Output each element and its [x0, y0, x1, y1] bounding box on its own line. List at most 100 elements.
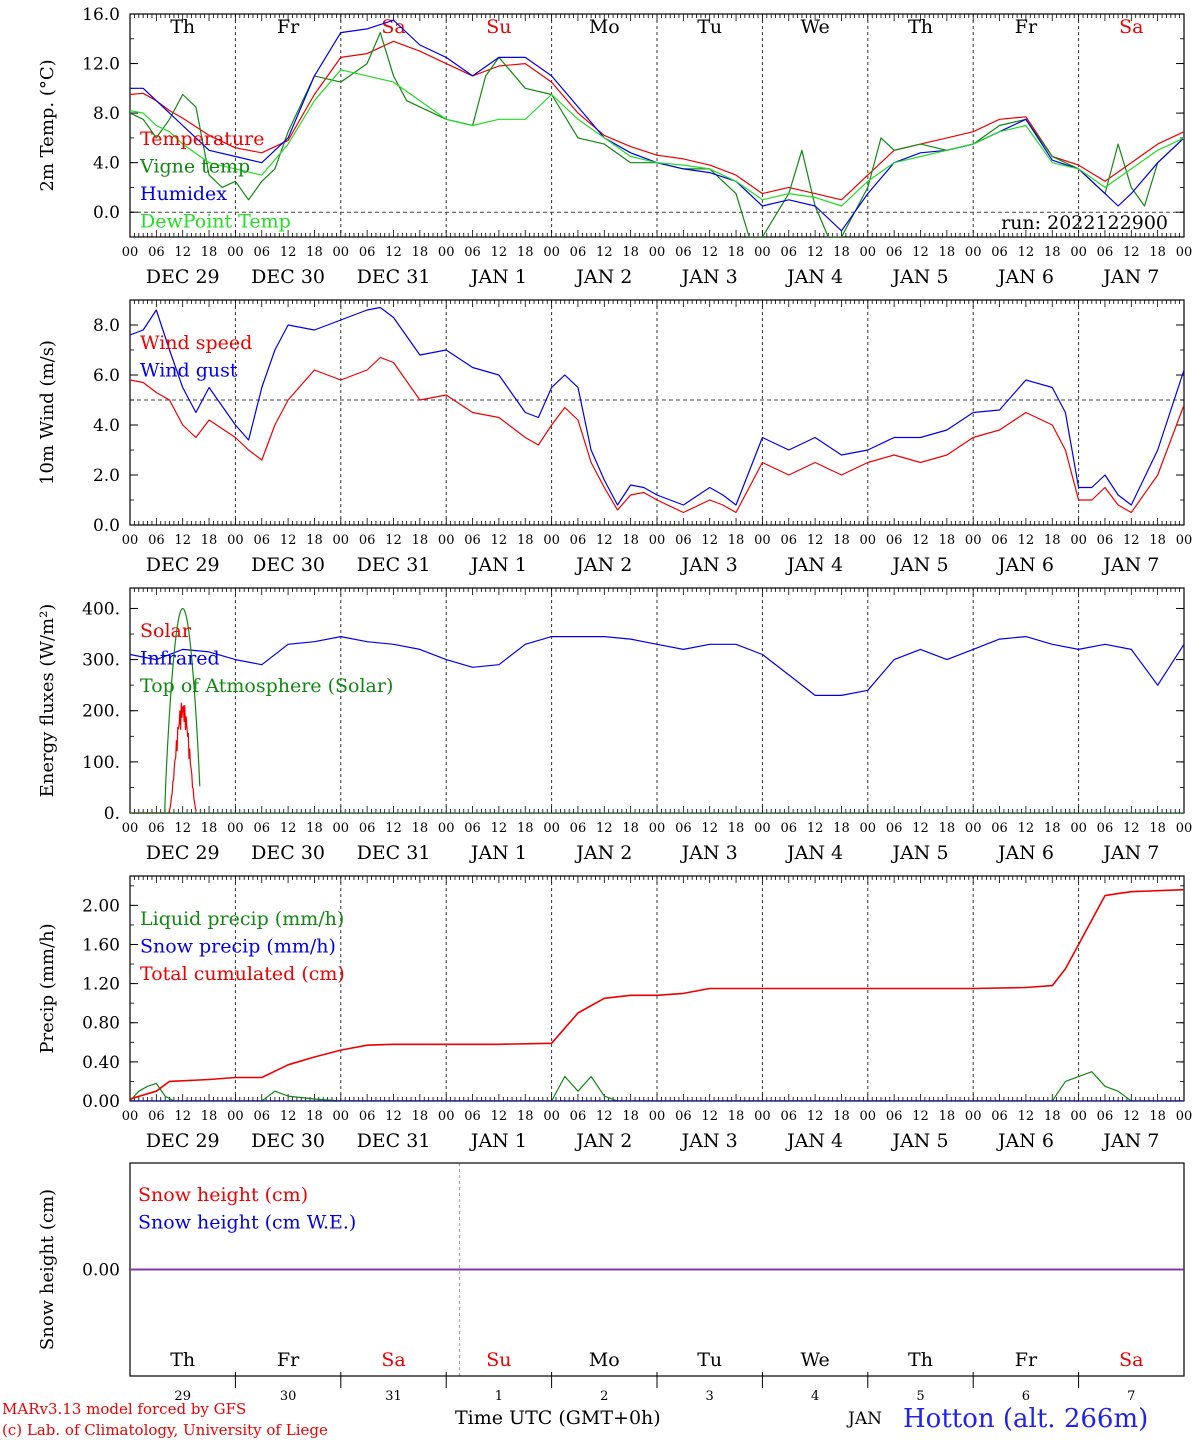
hour-tick-label: 12 — [1018, 245, 1035, 260]
hour-tick-label: 00 — [860, 533, 877, 548]
date-label: DEC 29 — [146, 554, 220, 576]
panel-4: 2.00 1.60 1.20 0.80 0.40 0.00 Precip (mm/h) 00 0… — [37, 875, 1192, 1152]
hour-tick-label: 00 — [1176, 821, 1193, 836]
hour-tick-label: 18 — [306, 245, 323, 260]
hour-tick-label: 12 — [701, 821, 718, 836]
hour-tick-label: 06 — [253, 245, 270, 260]
hour-tick-label: 06 — [1097, 1109, 1114, 1124]
hour-tick-label: 18 — [201, 533, 218, 548]
y-tick-label: 1.60 — [82, 935, 120, 955]
hour-tick-label: 00 — [649, 245, 666, 260]
hour-tick-label: 00 — [1070, 1109, 1087, 1124]
series-line-humidex — [130, 19, 1184, 232]
y-tick-label: 0.40 — [82, 1053, 120, 1073]
weekday-label: Th — [170, 1349, 195, 1371]
y-tick-label: 16.0 — [82, 5, 120, 25]
hour-tick-label: 00 — [227, 245, 244, 260]
legend-entry: Vigne temp — [139, 156, 250, 178]
hour-tick-label: 18 — [201, 821, 218, 836]
hour-tick-label: 00 — [649, 1109, 666, 1124]
hour-tick-label: 06 — [359, 533, 376, 548]
hour-tick-label: 18 — [939, 245, 956, 260]
hour-tick-label: 12 — [491, 821, 508, 836]
hour-tick-label: 00 — [860, 821, 877, 836]
hour-tick-label: 18 — [939, 1109, 956, 1124]
hour-tick-label: 00 — [965, 821, 982, 836]
hour-tick-label: 00 — [860, 1109, 877, 1124]
y-tick-label: 4.0 — [93, 416, 120, 436]
hour-tick-label: 00 — [543, 821, 560, 836]
y-tick-label: 0.0 — [93, 516, 120, 536]
hour-tick-label: 06 — [464, 245, 481, 260]
hour-tick-label: 00 — [965, 245, 982, 260]
hour-tick-label: 06 — [780, 533, 797, 548]
hour-tick-label: 12 — [807, 1109, 824, 1124]
legend-entry: Solar — [140, 620, 192, 642]
hour-tick-label: 06 — [464, 1109, 481, 1124]
footer-model-text: MARv3.13 model forced by GFS — [2, 1400, 246, 1418]
y-tick-label: 300. — [82, 651, 120, 671]
weekday-label: We — [800, 1349, 829, 1371]
y-tick-label: 100. — [82, 753, 120, 773]
y-axis-label: 10m Wind (m/s) — [37, 340, 58, 485]
hour-tick-label: 12 — [174, 1109, 191, 1124]
weekday-label: Tu — [697, 16, 722, 38]
hour-tick-label: 06 — [570, 533, 587, 548]
date-label: JAN 2 — [574, 554, 632, 576]
hour-tick-label: 00 — [543, 245, 560, 260]
panel-1: 16.0 12.0 8.0 4.0 0.0 2m Temp. (°C) 00 06 12 18 00… — [37, 5, 1192, 288]
hour-tick-label: 18 — [1044, 1109, 1061, 1124]
legend-entry: Snow height (cm W.E.) — [138, 1212, 356, 1234]
hour-tick-label: 12 — [280, 245, 297, 260]
date-label: JAN 4 — [785, 842, 843, 864]
hour-tick-label: 18 — [1044, 533, 1061, 548]
hour-tick-label: 06 — [780, 821, 797, 836]
hour-tick-label: 06 — [253, 533, 270, 548]
day-number-label: 7 — [1127, 1389, 1135, 1404]
y-tick-label: 0.0 — [93, 203, 120, 223]
y-tick-label: 8.0 — [93, 104, 120, 124]
hour-tick-label: 18 — [517, 821, 534, 836]
date-label: JAN 3 — [680, 266, 738, 288]
hour-tick-label: 00 — [333, 245, 350, 260]
weekday-label: We — [800, 16, 829, 38]
date-label: JAN 1 — [469, 1130, 527, 1152]
day-number-label: 31 — [385, 1389, 402, 1404]
hour-tick-label: 18 — [517, 1109, 534, 1124]
hour-tick-label: 18 — [1044, 245, 1061, 260]
hour-tick-label: 00 — [333, 533, 350, 548]
weekday-label: Fr — [277, 16, 300, 38]
date-label: DEC 31 — [357, 266, 431, 288]
hour-tick-label: 00 — [122, 245, 139, 260]
hour-tick-label: 06 — [675, 1109, 692, 1124]
day-number-label: 5 — [916, 1389, 924, 1404]
hour-tick-label: 18 — [412, 821, 429, 836]
hour-tick-label: 06 — [1097, 245, 1114, 260]
day-number-label: 1 — [495, 1389, 503, 1404]
hour-tick-label: 18 — [939, 533, 956, 548]
y-tick-label: 2.0 — [93, 466, 120, 486]
hour-tick-label: 12 — [174, 821, 191, 836]
hour-tick-label: 00 — [860, 245, 877, 260]
hour-tick-label: 00 — [438, 533, 455, 548]
date-label: JAN 5 — [890, 1130, 948, 1152]
y-tick-label: 400. — [82, 599, 120, 619]
date-label: JAN 5 — [890, 554, 948, 576]
y-tick-label: 0.80 — [82, 1014, 120, 1034]
hour-tick-label: 06 — [464, 533, 481, 548]
station-label: Hotton (alt. 266m) — [903, 1404, 1148, 1434]
hour-tick-label: 00 — [1176, 533, 1193, 548]
day-number-label: 2 — [600, 1389, 608, 1404]
date-label: JAN 7 — [1101, 842, 1159, 864]
hour-tick-label: 18 — [1149, 533, 1166, 548]
hour-tick-label: 06 — [148, 533, 165, 548]
hour-tick-label: 12 — [1018, 821, 1035, 836]
y-tick-label: 0.00 — [82, 1092, 120, 1112]
hour-tick-label: 00 — [438, 821, 455, 836]
legend-entry: Liquid precip (mm/h) — [140, 908, 344, 930]
x-axis-label: Time UTC (GMT+0h) — [455, 1407, 661, 1429]
hour-tick-label: 12 — [385, 245, 402, 260]
hour-tick-label: 12 — [280, 1109, 297, 1124]
legend-entry: Total cumulated (cm) — [140, 963, 345, 985]
